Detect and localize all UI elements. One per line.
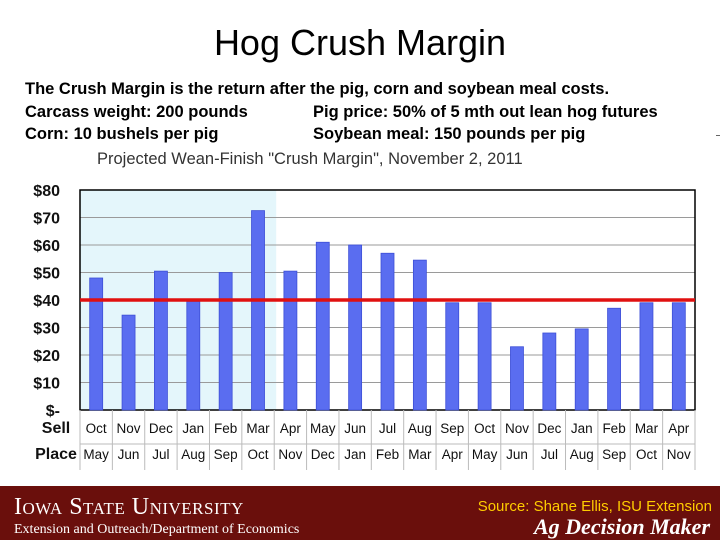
- slide-title: Hog Crush Margin: [213, 22, 507, 63]
- y-tick-label: $70: [33, 211, 60, 228]
- sell-month-label: Oct: [86, 421, 107, 436]
- chart-title: Projected Wean-Finish "Crush Margin", No…: [97, 150, 523, 168]
- bar: [445, 302, 460, 411]
- sell-month-label: Jan: [571, 421, 593, 436]
- place-month-label: Sep: [214, 447, 238, 462]
- place-month-label: Mar: [408, 447, 432, 462]
- bar: [121, 314, 136, 411]
- sell-month-label: Sep: [440, 421, 464, 436]
- place-month-label: May: [83, 447, 109, 462]
- place-month-label: Jul: [541, 447, 558, 462]
- y-tick-label: $50: [33, 266, 60, 283]
- place-month-label: Nov: [278, 447, 302, 462]
- row-label-sell: Sell: [42, 420, 70, 437]
- place-month-label: Feb: [376, 447, 399, 462]
- place-month-label: Jul: [152, 447, 169, 462]
- place-month-label: Aug: [570, 447, 594, 462]
- y-tick-label: $-: [46, 403, 60, 420]
- y-tick-label: $60: [33, 238, 60, 255]
- y-tick-label: $30: [33, 321, 60, 338]
- sell-month-label: Jan: [182, 421, 204, 436]
- bar: [671, 302, 686, 411]
- sell-month-label: Feb: [602, 421, 625, 436]
- sell-month-label: Jun: [344, 421, 366, 436]
- bar: [542, 332, 557, 411]
- place-month-label: Sep: [602, 447, 626, 462]
- chart-svg: $- $10 $20 $30 $40 $50 $60 $70 $80 Sell Place Oct Ma…: [33, 183, 696, 470]
- pig-price-note: Pig price: 50% of 5 mth out lean hog fut…: [313, 103, 658, 121]
- sell-month-label: Apr: [668, 421, 690, 436]
- sell-month-label: Dec: [537, 421, 561, 436]
- footer-bar: Iowa State University Extension and Outr…: [0, 486, 720, 540]
- bar: [477, 302, 492, 411]
- sell-month-label: May: [310, 421, 336, 436]
- place-month-label: Dec: [311, 447, 335, 462]
- sell-month-label: Mar: [635, 421, 659, 436]
- bar: [412, 259, 427, 411]
- bar: [348, 244, 363, 411]
- corn-note: Corn: 10 bushels per pig: [25, 125, 219, 143]
- bar: [639, 302, 654, 411]
- bar: [89, 277, 104, 411]
- bar: [380, 252, 395, 411]
- place-month-label: Oct: [636, 447, 657, 462]
- y-tick-label: $40: [33, 293, 60, 310]
- place-month-label: Oct: [248, 447, 269, 462]
- sell-month-label: Dec: [149, 421, 173, 436]
- y-tick-label: $80: [33, 183, 60, 200]
- bar: [283, 270, 298, 411]
- sell-month-label: Mar: [246, 421, 270, 436]
- y-tick-label: $20: [33, 348, 60, 365]
- bar: [186, 300, 201, 411]
- row-label-place: Place: [35, 446, 77, 463]
- sell-month-label: Nov: [117, 421, 141, 436]
- bar: [218, 272, 233, 411]
- crush-margin-chart: $- $10 $20 $30 $40 $50 $60 $70 $80 Sell Place Oct Ma…: [0, 170, 720, 470]
- edge-dash: [716, 135, 720, 136]
- isu-subtitle: Extension and Outreach/Department of Eco…: [14, 522, 300, 537]
- source-note: Source: Shane Ellis, ISU Extension: [477, 498, 712, 515]
- bar: [251, 210, 265, 411]
- bar: [574, 328, 589, 411]
- carcass-weight-note: Carcass weight: 200 pounds: [25, 103, 248, 121]
- ag-decision-maker-logo: Ag Decision Maker: [534, 514, 710, 539]
- y-tick-label: $10: [33, 376, 60, 393]
- isu-wordmark: Iowa State University: [14, 494, 244, 520]
- crush-margin-description: The Crush Margin is the return after the…: [25, 80, 610, 98]
- sell-month-label: Oct: [474, 421, 495, 436]
- sell-month-label: Jul: [379, 421, 396, 436]
- place-month-label: Jun: [118, 447, 140, 462]
- place-month-label: Jan: [344, 447, 366, 462]
- sell-month-label: Nov: [505, 421, 529, 436]
- place-month-label: Aug: [181, 447, 205, 462]
- bar: [154, 270, 168, 411]
- place-month-label: May: [472, 447, 498, 462]
- place-month-label: Apr: [442, 447, 464, 462]
- bar: [315, 241, 330, 411]
- bar: [510, 346, 524, 411]
- sell-month-label: Feb: [214, 421, 237, 436]
- place-month-label: Nov: [667, 447, 691, 462]
- bar: [607, 307, 621, 411]
- isu-logo: Iowa State University: [14, 494, 244, 521]
- sell-month-label: Apr: [280, 421, 302, 436]
- soybean-meal-note: Soybean meal: 150 pounds per pig: [313, 125, 586, 143]
- sell-month-label: Aug: [408, 421, 432, 436]
- place-month-label: Jun: [506, 447, 528, 462]
